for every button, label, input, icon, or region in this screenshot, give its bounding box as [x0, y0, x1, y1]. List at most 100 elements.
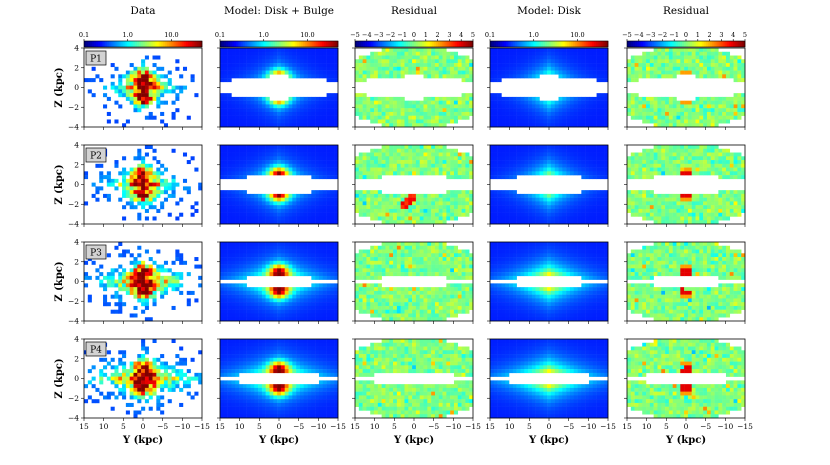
heatmap-cell [326, 55, 331, 60]
heatmap-cell [280, 115, 285, 120]
heatmap-cell [261, 167, 266, 172]
heatmap-cell [419, 55, 424, 60]
heatmap-cell [490, 93, 495, 98]
heatmap-cell [427, 111, 432, 116]
heatmap-cell [524, 74, 529, 79]
heatmap-cell [562, 152, 567, 157]
heatmap-cell [531, 70, 536, 75]
colorbar-segment [233, 41, 237, 47]
heatmap-cell [198, 182, 203, 187]
heatmap-cell [122, 74, 127, 79]
heatmap-cell [322, 208, 327, 213]
heatmap-cell [569, 220, 574, 225]
heatmap-cell [649, 51, 654, 56]
heatmap-cell [672, 197, 677, 202]
heatmap-cell [133, 156, 138, 161]
heatmap-cell [322, 123, 327, 128]
colorbar-tick-label: −2 [386, 31, 396, 39]
column-title: Model: Disk + Bulge [224, 5, 334, 17]
heatmap-cell [493, 63, 498, 68]
heatmap-cell [497, 74, 502, 79]
heatmap-cell [539, 205, 544, 210]
heatmap-cell [144, 279, 149, 284]
heatmap-cell [106, 178, 111, 183]
heatmap-cell [400, 193, 405, 198]
heatmap-cell [419, 193, 424, 198]
heatmap-cell [600, 119, 605, 124]
heatmap-cell [334, 48, 339, 53]
heatmap-cell [665, 197, 670, 202]
heatmap-cell [596, 63, 601, 68]
heatmap-cell [493, 175, 498, 180]
heatmap-cell [322, 201, 327, 206]
heatmap-cell [419, 51, 424, 56]
colorbar-segment [539, 41, 542, 47]
heatmap-cell [129, 96, 134, 101]
heatmap-cell [381, 220, 386, 225]
heatmap-cell [118, 272, 123, 277]
heatmap-cell [412, 63, 417, 68]
heatmap-cell [554, 212, 559, 217]
heatmap-cell [141, 205, 146, 210]
heatmap-cell [265, 115, 270, 120]
heatmap-cell [326, 167, 331, 172]
heatmap-cell [374, 208, 379, 213]
heatmap-cell [250, 205, 255, 210]
heatmap-cell [672, 111, 677, 116]
heatmap-cell [400, 59, 405, 64]
heatmap-cell [246, 145, 251, 150]
heatmap-cell [242, 74, 247, 79]
heatmap-cell [393, 115, 398, 120]
heatmap-cell [408, 55, 413, 60]
heatmap-cell [710, 212, 715, 217]
heatmap-cell [638, 63, 643, 68]
heatmap-cell [539, 148, 544, 153]
heatmap-cell [292, 66, 297, 71]
colorbar-segment [503, 41, 507, 47]
heatmap-cell [729, 104, 734, 109]
heatmap-cell [497, 220, 502, 225]
heatmap-cell [539, 171, 544, 176]
heatmap-cell [672, 96, 677, 101]
heatmap-cell [516, 205, 521, 210]
heatmap-cell [122, 279, 127, 284]
heatmap-cell [133, 108, 138, 113]
heatmap-cell [569, 171, 574, 176]
heatmap-cell [642, 119, 647, 124]
heatmap-cell [558, 96, 563, 101]
heatmap-cell [284, 197, 289, 202]
heatmap-cell [638, 193, 643, 198]
heatmap-cell [415, 48, 420, 53]
heatmap-cell [144, 287, 149, 292]
heatmap-cell [385, 208, 390, 213]
heatmap-cell [501, 59, 506, 64]
heatmap-cell [668, 111, 673, 116]
heatmap-cell [231, 148, 236, 153]
heatmap-cell [223, 70, 228, 75]
heatmap-cell [665, 115, 670, 120]
heatmap-cell [461, 167, 466, 172]
heatmap-cell [531, 156, 536, 161]
heatmap-cell [404, 119, 409, 124]
heatmap-cell [516, 197, 521, 202]
colorbar-tick-label: −1 [669, 31, 679, 39]
heatmap-cell [427, 193, 432, 198]
heatmap-cell [284, 108, 289, 113]
heatmap-cell [588, 111, 594, 116]
colorbar-segment [243, 41, 246, 47]
heatmap-cell [156, 85, 161, 90]
heatmap-cell [415, 152, 420, 157]
heatmap-cell [737, 78, 742, 83]
heatmap-cell [453, 55, 459, 60]
heatmap-cell [604, 148, 609, 153]
heatmap-cell [442, 160, 447, 165]
heatmap-cell [220, 145, 225, 150]
heatmap-cell [95, 197, 100, 202]
heatmap-cell [412, 59, 417, 64]
heatmap-cell [227, 201, 232, 206]
heatmap-cell [137, 66, 142, 71]
colorbar-segment [676, 41, 679, 47]
heatmap-cell [156, 167, 161, 172]
heatmap-cell [246, 201, 251, 206]
heatmap-cell [547, 51, 552, 56]
